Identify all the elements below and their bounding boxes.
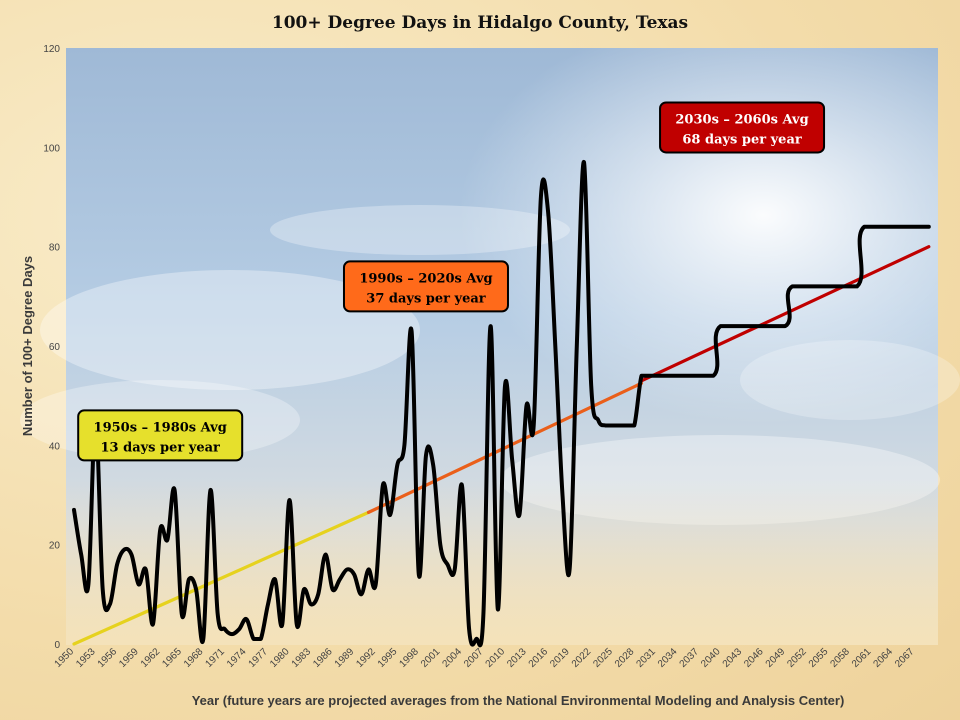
- x-tick-label: 2010: [484, 646, 508, 670]
- x-tick-label: 2064: [872, 646, 896, 670]
- trend-segment: [639, 245, 931, 383]
- x-tick-label: 2001: [419, 646, 443, 670]
- y-tick-label: 120: [43, 44, 60, 55]
- annotation-line1: 1990s – 2020s Avg: [359, 271, 492, 286]
- x-tick-label: 2034: [656, 646, 680, 670]
- x-tick-label: 2055: [807, 646, 831, 670]
- annotation-line2: 37 days per year: [366, 291, 486, 306]
- x-axis-label: Year (future years are projected average…: [192, 693, 845, 708]
- x-tick-label: 1992: [354, 646, 378, 670]
- x-tick-label: 1956: [96, 646, 120, 670]
- annotation-line1: 1950s – 1980s Avg: [94, 420, 227, 435]
- trend-segment: [72, 510, 371, 646]
- annotation-box: 1950s – 1980s Avg 13 days per year: [77, 409, 244, 462]
- x-tick-label: 2061: [850, 646, 874, 670]
- x-tick-label: 1959: [117, 646, 141, 670]
- x-tick-label: 2019: [548, 646, 572, 670]
- annotation-box: 1990s – 2020s Avg 37 days per year: [342, 260, 509, 313]
- annotation-box-bg: [659, 101, 826, 154]
- y-tick-label: 20: [49, 541, 61, 552]
- x-tick-label: 2031: [634, 646, 658, 670]
- y-tick-label: 0: [54, 640, 60, 651]
- x-tick-label: 2043: [721, 646, 745, 670]
- x-tick-label: 2046: [742, 646, 766, 670]
- x-tick-label: 1980: [268, 646, 292, 670]
- x-tick-label: 1965: [160, 646, 184, 670]
- x-tick-label: 1995: [376, 646, 400, 670]
- annotation-boxes: 1950s – 1980s Avg 13 days per year 1990s –…: [77, 101, 826, 462]
- x-tick-label: 2004: [441, 646, 465, 670]
- annotation-line2: 68 days per year: [682, 132, 802, 147]
- x-tick-label: 2052: [785, 646, 809, 670]
- y-tick-label: 100: [43, 143, 60, 154]
- y-axis-label: Number of 100+ Degree Days: [20, 256, 35, 436]
- annotation-box-bg: [342, 260, 509, 313]
- x-tick-label: 2013: [505, 646, 529, 670]
- y-tick-label: 60: [49, 342, 61, 353]
- x-tick-label: 1983: [290, 646, 314, 670]
- x-axis-ticks: 1950195319561959196219651968197119741977…: [53, 646, 917, 670]
- x-tick-label: 2037: [678, 646, 702, 670]
- x-tick-label: 1968: [182, 646, 206, 670]
- y-tick-label: 80: [49, 243, 61, 254]
- annotation-line1: 2030s – 2060s Avg: [675, 112, 808, 127]
- chart-title: 100+ Degree Days in Hidalgo County, Texa…: [272, 13, 688, 33]
- x-tick-label: 1974: [225, 646, 249, 670]
- x-tick-label: 2049: [764, 646, 788, 670]
- x-tick-label: 1998: [397, 646, 421, 670]
- x-tick-label: 2022: [570, 646, 594, 670]
- x-tick-label: 1977: [247, 646, 271, 670]
- x-tick-label: 2007: [462, 646, 486, 670]
- x-tick-label: 1989: [333, 646, 357, 670]
- y-axis-ticks: 0 20 40 60 80 100 120: [43, 44, 60, 651]
- y-tick-label: 40: [49, 441, 61, 452]
- annotation-box: 2030s – 2060s Avg 68 days per year: [659, 101, 826, 154]
- x-tick-label: 1971: [203, 646, 227, 670]
- series-line: [72, 160, 931, 648]
- x-tick-label: 2058: [828, 646, 852, 670]
- x-tick-label: 2028: [613, 646, 637, 670]
- data-series: [72, 160, 931, 648]
- x-tick-label: 1962: [139, 646, 163, 670]
- x-tick-label: 2016: [527, 646, 551, 670]
- annotation-line2: 13 days per year: [101, 440, 221, 455]
- annotation-box-bg: [77, 409, 244, 462]
- trend-segment: [366, 381, 644, 514]
- trend-lines: [72, 245, 931, 646]
- x-tick-label: 2067: [893, 646, 917, 670]
- x-tick-label: 1953: [74, 646, 98, 670]
- x-tick-label: 2040: [699, 646, 723, 670]
- x-tick-label: 2025: [591, 646, 615, 670]
- x-tick-label: 1986: [311, 646, 335, 670]
